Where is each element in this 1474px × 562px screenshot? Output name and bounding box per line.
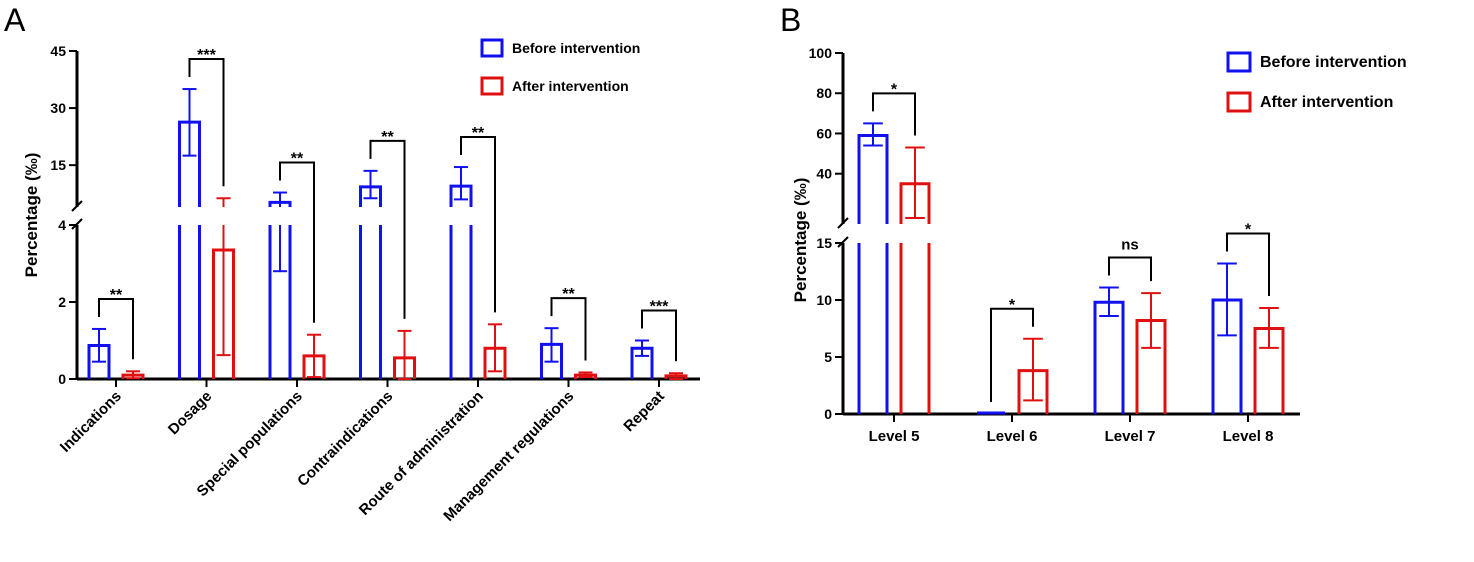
x-tick-label: Level 6 [987,428,1038,445]
axis-break-mark [71,200,83,212]
panel-a-chart: 0 2 4 15 30 45 Percentage (‰) Indications ** Dosa… [22,38,700,525]
axis-break-mark [837,217,849,229]
x-tick-label: Repeat [620,388,667,435]
legend-label: Before intervention [1260,54,1407,71]
legend-label: After intervention [1260,94,1393,111]
significance-bracket [641,309,677,362]
y-tick-label: 4 [58,217,66,233]
panel-b-chart: 0 5 10 15 40 60 80 100 Percentage (‰) Level 5 * Lev… [791,45,1407,445]
significance-label: * [891,81,898,98]
x-tick-label: Level 7 [1105,428,1156,445]
y-axis-title: Percentage (‰) [791,178,810,303]
x-tick-label: Dosage [165,388,215,438]
y-tick-label: 40 [816,166,832,182]
x-tick-label: Indications [57,388,125,456]
y-tick-label: 5 [824,349,832,365]
significance-bracket [990,307,1034,402]
bar-upper [857,133,889,224]
significance-label: *** [197,47,216,64]
y-tick-label: 30 [50,100,66,116]
x-tick-label: Level 5 [869,428,920,445]
bar-lower [268,225,292,379]
significance-bracket [460,136,496,313]
y-tick-label: 100 [809,45,833,61]
y-tick-label: 45 [50,43,66,59]
significance-bracket [872,92,916,136]
panel-letter-b: B [780,2,801,38]
significance-label: ns [1121,236,1139,253]
panel-letter-a: A [4,2,26,38]
bar-lower [857,243,889,414]
legend-swatch [1226,51,1252,73]
bar-lower [359,225,382,379]
significance-label: * [1245,222,1252,239]
significance-label: ** [562,286,575,303]
bar-lower [178,225,201,379]
y-tick-label: 80 [816,85,832,101]
legend-swatch [480,76,504,96]
legend-swatch [480,38,504,58]
significance-label: ** [472,125,485,142]
x-tick-label: Contraindications [294,388,396,490]
bar [1093,300,1125,414]
significance-bracket [279,161,315,323]
y-tick-label: 15 [50,157,66,173]
y-axis-title: Percentage (‰) [22,153,41,278]
y-tick-label: 0 [58,371,66,387]
y-tick-label: 10 [816,292,832,308]
y-tick-label: 15 [816,235,832,251]
significance-bracket [1108,256,1152,282]
significance-label: ** [381,129,394,146]
legend-label: Before intervention [512,40,640,56]
significance-bracket [1226,232,1270,296]
bar-lower [449,225,473,379]
legend-swatch [1226,91,1252,113]
bar-lower [899,243,931,414]
significance-bracket [188,58,225,187]
legend-label: After intervention [512,78,629,94]
y-tick-label: 2 [58,294,66,310]
significance-label: *** [650,299,669,316]
significance-label: ** [291,151,304,168]
y-tick-label: 60 [816,125,832,141]
significance-label: * [1009,297,1016,314]
x-tick-label: Level 8 [1223,428,1274,445]
significance-bracket [550,297,587,361]
significance-bracket [98,297,134,360]
y-tick-label: 0 [824,406,832,422]
significance-bracket [369,139,406,319]
significance-label: ** [110,287,123,304]
